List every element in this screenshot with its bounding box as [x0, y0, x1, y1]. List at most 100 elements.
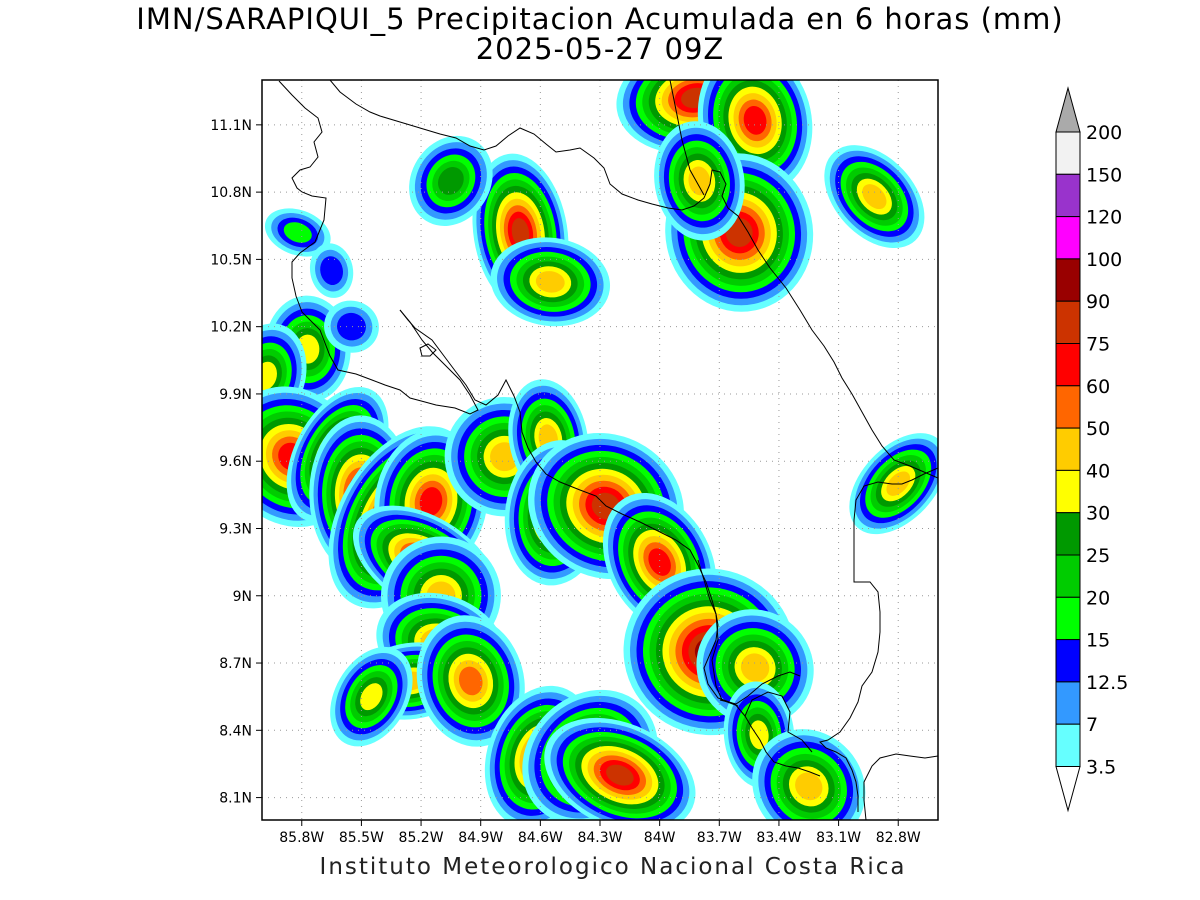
legend-label: 15	[1086, 630, 1110, 652]
legend-swatch	[1055, 469, 1081, 514]
rain-contour	[535, 271, 565, 293]
lon-tick-label: 83.1W	[816, 830, 861, 846]
legend-swatch	[1055, 385, 1081, 429]
lat-tick-label: 9N	[233, 589, 252, 605]
rain-contour	[262, 361, 277, 391]
rain-contour	[437, 167, 464, 195]
precipitation-cell	[409, 135, 493, 226]
rain-contour	[740, 653, 770, 682]
precipitation-cell	[696, 609, 814, 726]
lon-tick-label: 85.2W	[399, 830, 444, 846]
lon-tick-label: 83.4W	[756, 830, 801, 846]
legend-swatch	[1055, 512, 1081, 556]
lat-tick-label: 9.6N	[219, 454, 252, 470]
legend-label: 40	[1086, 460, 1110, 482]
interior-border	[719, 671, 801, 705]
legend-label: 3.5	[1086, 757, 1116, 779]
gulf-coast	[399, 309, 813, 753]
lake-island	[419, 343, 437, 357]
lat-tick-label: 11.1N	[210, 118, 252, 134]
rain-contour	[419, 487, 443, 516]
lat-tick-label: 10.2N	[210, 320, 252, 336]
legend-label: 75	[1086, 334, 1110, 356]
rain-contour	[320, 256, 344, 286]
lat-tick-label: 9.3N	[219, 521, 252, 537]
burica-peninsula	[863, 753, 938, 820]
panama-coast	[819, 467, 938, 812]
precipitation-cell	[752, 729, 866, 820]
rain-contour	[283, 222, 312, 243]
rain-contour	[688, 166, 711, 196]
legend-swatch	[1055, 554, 1081, 598]
lon-tick-label: 84W	[644, 830, 676, 846]
lon-tick-label: 83.7W	[697, 830, 742, 846]
legend-over-arrow	[1055, 86, 1081, 133]
lat-tick-label: 8.1N	[219, 791, 252, 807]
legend-swatch	[1055, 596, 1081, 641]
legend-label: 20	[1086, 587, 1110, 609]
footer-credit: Instituto Meteorologico Nacional Costa R…	[319, 854, 907, 880]
precipitation-cell	[330, 646, 413, 747]
caribbean-coast	[329, 80, 938, 479]
legend-label: 200	[1086, 122, 1122, 144]
rain-contour	[749, 720, 769, 750]
legend-swatch	[1055, 427, 1081, 471]
lon-tick-label: 82.8W	[876, 830, 921, 846]
precipitation-cell	[416, 615, 525, 747]
lat-tick-label: 10.5N	[210, 252, 252, 268]
legend-label: 30	[1086, 503, 1110, 525]
legend-swatch	[1055, 131, 1081, 175]
legend-swatch	[1055, 300, 1081, 345]
color-legend: 200 150 120 100 90 75 60 50 40 30 25 20 15 12.5 7 3.5	[1055, 86, 1128, 813]
legend-swatch	[1055, 343, 1081, 387]
rain-contour	[795, 772, 823, 801]
panama-border	[697, 559, 739, 707]
coastline-and-borders	[278, 80, 938, 820]
rain-contour	[360, 683, 383, 711]
lon-tick-label: 84.3W	[577, 830, 622, 846]
legend-label: 50	[1086, 418, 1110, 440]
precipitation-cell	[544, 717, 696, 820]
legend-label: 120	[1086, 207, 1122, 229]
lon-tick-label: 85.8W	[279, 830, 324, 846]
nicaragua-border	[669, 80, 705, 196]
precipitation-cell	[654, 121, 745, 241]
precipitation-cell	[264, 208, 331, 257]
osa-peninsula	[744, 715, 821, 777]
lat-tick-label: 8.7N	[219, 656, 252, 672]
legend-under-arrow	[1055, 766, 1081, 813]
legend-swatch	[1055, 173, 1081, 218]
lat-tick-label: 9.9N	[219, 387, 252, 403]
legend-label: 90	[1086, 291, 1110, 313]
legend-label: 60	[1086, 376, 1110, 398]
rain-contour	[862, 184, 887, 210]
map-title: IMN/SARAPIQUI_5 Precipitacion Acumulada …	[136, 2, 1064, 36]
legend-label: 12.5	[1086, 672, 1128, 694]
rain-contour	[648, 548, 671, 576]
lon-tick-label: 84.9W	[458, 830, 503, 846]
precipitation-cell	[309, 243, 354, 298]
legend-swatch	[1055, 723, 1081, 768]
legend-swatch	[1055, 681, 1081, 725]
rain-contour	[511, 218, 530, 247]
map-datetime: 2025-05-27 09Z	[475, 32, 725, 66]
rain-contour	[606, 764, 634, 786]
rain-contour	[458, 666, 483, 696]
legend-label: 25	[1086, 545, 1110, 567]
legend-label: 150	[1086, 164, 1122, 186]
rain-contour	[337, 312, 366, 341]
northern-coastline	[278, 80, 479, 415]
legend-swatch	[1055, 216, 1081, 260]
legend-label: 7	[1086, 714, 1098, 736]
map-axes: 85.8W 85.5W 85.2W 84.9W 84.6W 84.3W 84W 83.7W 83…	[210, 118, 921, 846]
precipitation-cell	[824, 145, 925, 249]
rain-contour	[743, 105, 767, 135]
legend-label: 100	[1086, 249, 1122, 271]
legend-swatch	[1055, 258, 1081, 302]
lat-tick-label: 10.8N	[210, 185, 252, 201]
lon-tick-label: 85.5W	[339, 830, 384, 846]
precipitation-cell	[324, 300, 379, 353]
legend-swatch	[1055, 639, 1081, 683]
lon-tick-label: 84.6W	[518, 830, 563, 846]
